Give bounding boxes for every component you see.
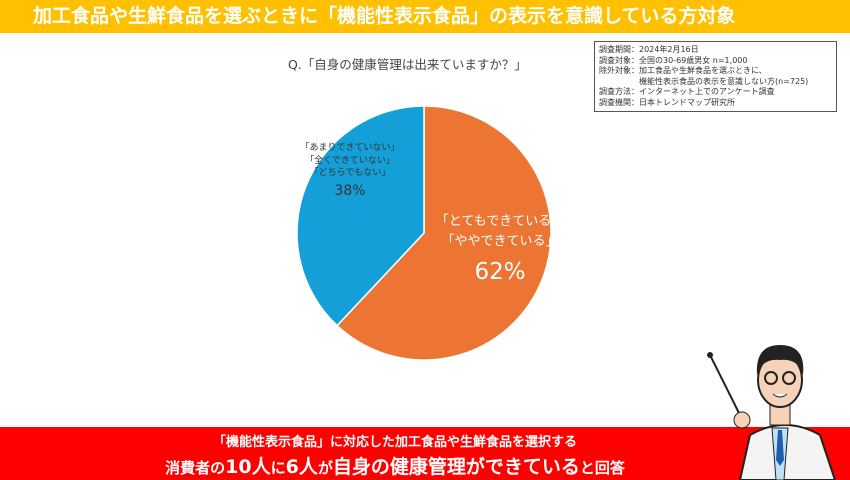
info-line: 機能性表示食品の表示を意識しない方(n=725) bbox=[599, 76, 809, 86]
slice-label-line: 「どちらでもない」 bbox=[309, 168, 391, 178]
slice-label-line: 「あまりできていない」 bbox=[300, 143, 400, 153]
slice-label-line: 「とてもできている」 bbox=[435, 214, 565, 229]
info-line: 調査方法：インターネット上でのアンケート調査 bbox=[599, 87, 775, 96]
conclusion-segment: 10人 bbox=[225, 456, 271, 478]
conclusion-segment: 6人 bbox=[285, 456, 318, 478]
slice-label-line: 「全くできていない」 bbox=[305, 155, 395, 166]
conclusion-banner: 「機能性表示食品」に対応した加工食品や生鮮食品を選択する 消費者の10人に6人が… bbox=[0, 427, 850, 480]
conclusion-segment: に bbox=[270, 459, 286, 477]
conclusion-line-1: 「機能性表示食品」に対応した加工食品や生鮮食品を選択する bbox=[212, 435, 577, 450]
info-line: 調査対象：全国の30-69歳男女 n=1,000 bbox=[599, 55, 748, 65]
conclusion-segment: が bbox=[317, 459, 333, 477]
info-line: 除外対象：加工食品や生鮮食品を選ぶときに、 bbox=[599, 66, 767, 75]
page-title: 加工食品や生鮮食品を選ぶときに「機能性表示食品」の表示を意識している方対象 bbox=[0, 0, 850, 33]
conclusion-segment: と回答 bbox=[579, 459, 625, 477]
chart-title: Q.「自身の健康管理は出来ていますか？」 bbox=[288, 57, 527, 72]
slice-percent: 62% bbox=[474, 259, 526, 285]
info-line: 調査機関：日本トレンドマップ研究所 bbox=[599, 97, 735, 107]
slice-label-line: 「ややできている」 bbox=[441, 234, 559, 249]
slice-percent: 38% bbox=[334, 182, 366, 199]
conclusion-segment: 消費者の bbox=[165, 459, 226, 477]
pie-slice-0 bbox=[336, 105, 552, 361]
pie-slice-1 bbox=[296, 105, 425, 327]
conclusion-segment: 自身の健康管理ができている bbox=[332, 456, 580, 478]
info-line: 調査期間：2024年2月16日 bbox=[599, 45, 699, 54]
slice-label-negative: 「あまりできていない」 「全くできていない」 「どちらでもない」 38% bbox=[295, 142, 405, 202]
slice-label-positive: 「とてもできている」 「ややできている」 62% bbox=[430, 212, 570, 292]
survey-info: 調査期間：2024年2月16日 調査対象：全国の30-69歳男女 n=1,000… bbox=[594, 41, 837, 112]
conclusion-line-2: 消費者の10人に6人が自身の健康管理ができていると回答 bbox=[0, 452, 850, 479]
doctor-illustration bbox=[707, 345, 837, 480]
